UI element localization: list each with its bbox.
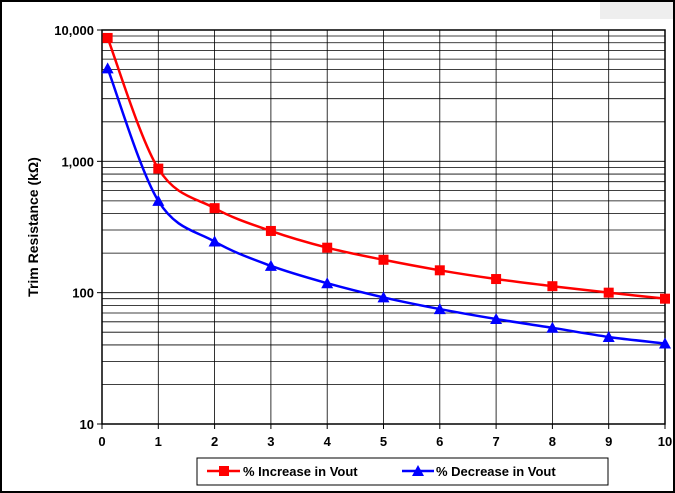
data-point-increase	[322, 242, 333, 253]
y-tick-label: 1,000	[61, 154, 94, 169]
x-tick-label: 3	[267, 434, 274, 449]
top-right-shade	[600, 2, 673, 19]
x-tick-label: 1	[155, 434, 162, 449]
series-line-increase	[106, 37, 666, 300]
x-tick-label: 6	[436, 434, 443, 449]
data-point-increase	[491, 274, 502, 285]
data-point-increase	[209, 203, 220, 214]
x-tick-label: 9	[605, 434, 612, 449]
data-point-decrease	[546, 321, 559, 333]
series-line-decrease	[106, 67, 666, 345]
legend: % Increase in Vout % Decrease in Vout	[196, 457, 609, 486]
data-point-decrease	[264, 259, 277, 271]
data-point-decrease	[152, 194, 165, 206]
data-point-increase	[102, 32, 113, 43]
legend-marker-decrease	[412, 465, 424, 476]
y-axis-ticks: 10 100 1,000 10,000	[54, 23, 102, 432]
legend-label-decrease: % Decrease in Vout	[436, 464, 556, 479]
y-tick-label: 10,000	[54, 23, 94, 38]
x-tick-label: 8	[549, 434, 556, 449]
y-tick-label: 10	[80, 417, 94, 432]
y-tick-label: 100	[72, 286, 94, 301]
data-point-increase	[265, 225, 276, 236]
legend-label-increase: % Increase in Vout	[243, 464, 358, 479]
x-tick-label: 7	[492, 434, 499, 449]
legend-box	[196, 457, 609, 486]
data-point-increase	[434, 265, 445, 276]
x-tick-label: 10	[658, 434, 672, 449]
x-tick-label: 4	[324, 434, 332, 449]
data-point-decrease	[659, 337, 671, 349]
x-axis-ticks: 0 1 2 3 4 5 6 7 8 9 10	[98, 424, 672, 449]
data-point-decrease	[377, 291, 390, 303]
data-point-decrease	[208, 235, 221, 247]
legend-marker-increase	[219, 466, 229, 476]
x-tick-label: 0	[98, 434, 105, 449]
data-point-decrease	[101, 62, 114, 74]
data-point-decrease	[490, 313, 503, 325]
data-point-increase	[660, 293, 670, 304]
data-point-increase	[378, 254, 389, 265]
data-point-increase	[153, 163, 164, 174]
data-point-decrease	[321, 277, 334, 289]
series-group	[101, 32, 671, 349]
data-point-increase	[603, 287, 614, 298]
x-tick-label: 2	[211, 434, 218, 449]
grid	[102, 30, 665, 424]
data-point-decrease	[602, 330, 615, 342]
x-tick-label: 5	[380, 434, 387, 449]
y-axis-label: Trim Resistance (kΩ)	[25, 157, 41, 297]
data-point-increase	[547, 281, 558, 292]
data-point-decrease	[433, 303, 446, 315]
